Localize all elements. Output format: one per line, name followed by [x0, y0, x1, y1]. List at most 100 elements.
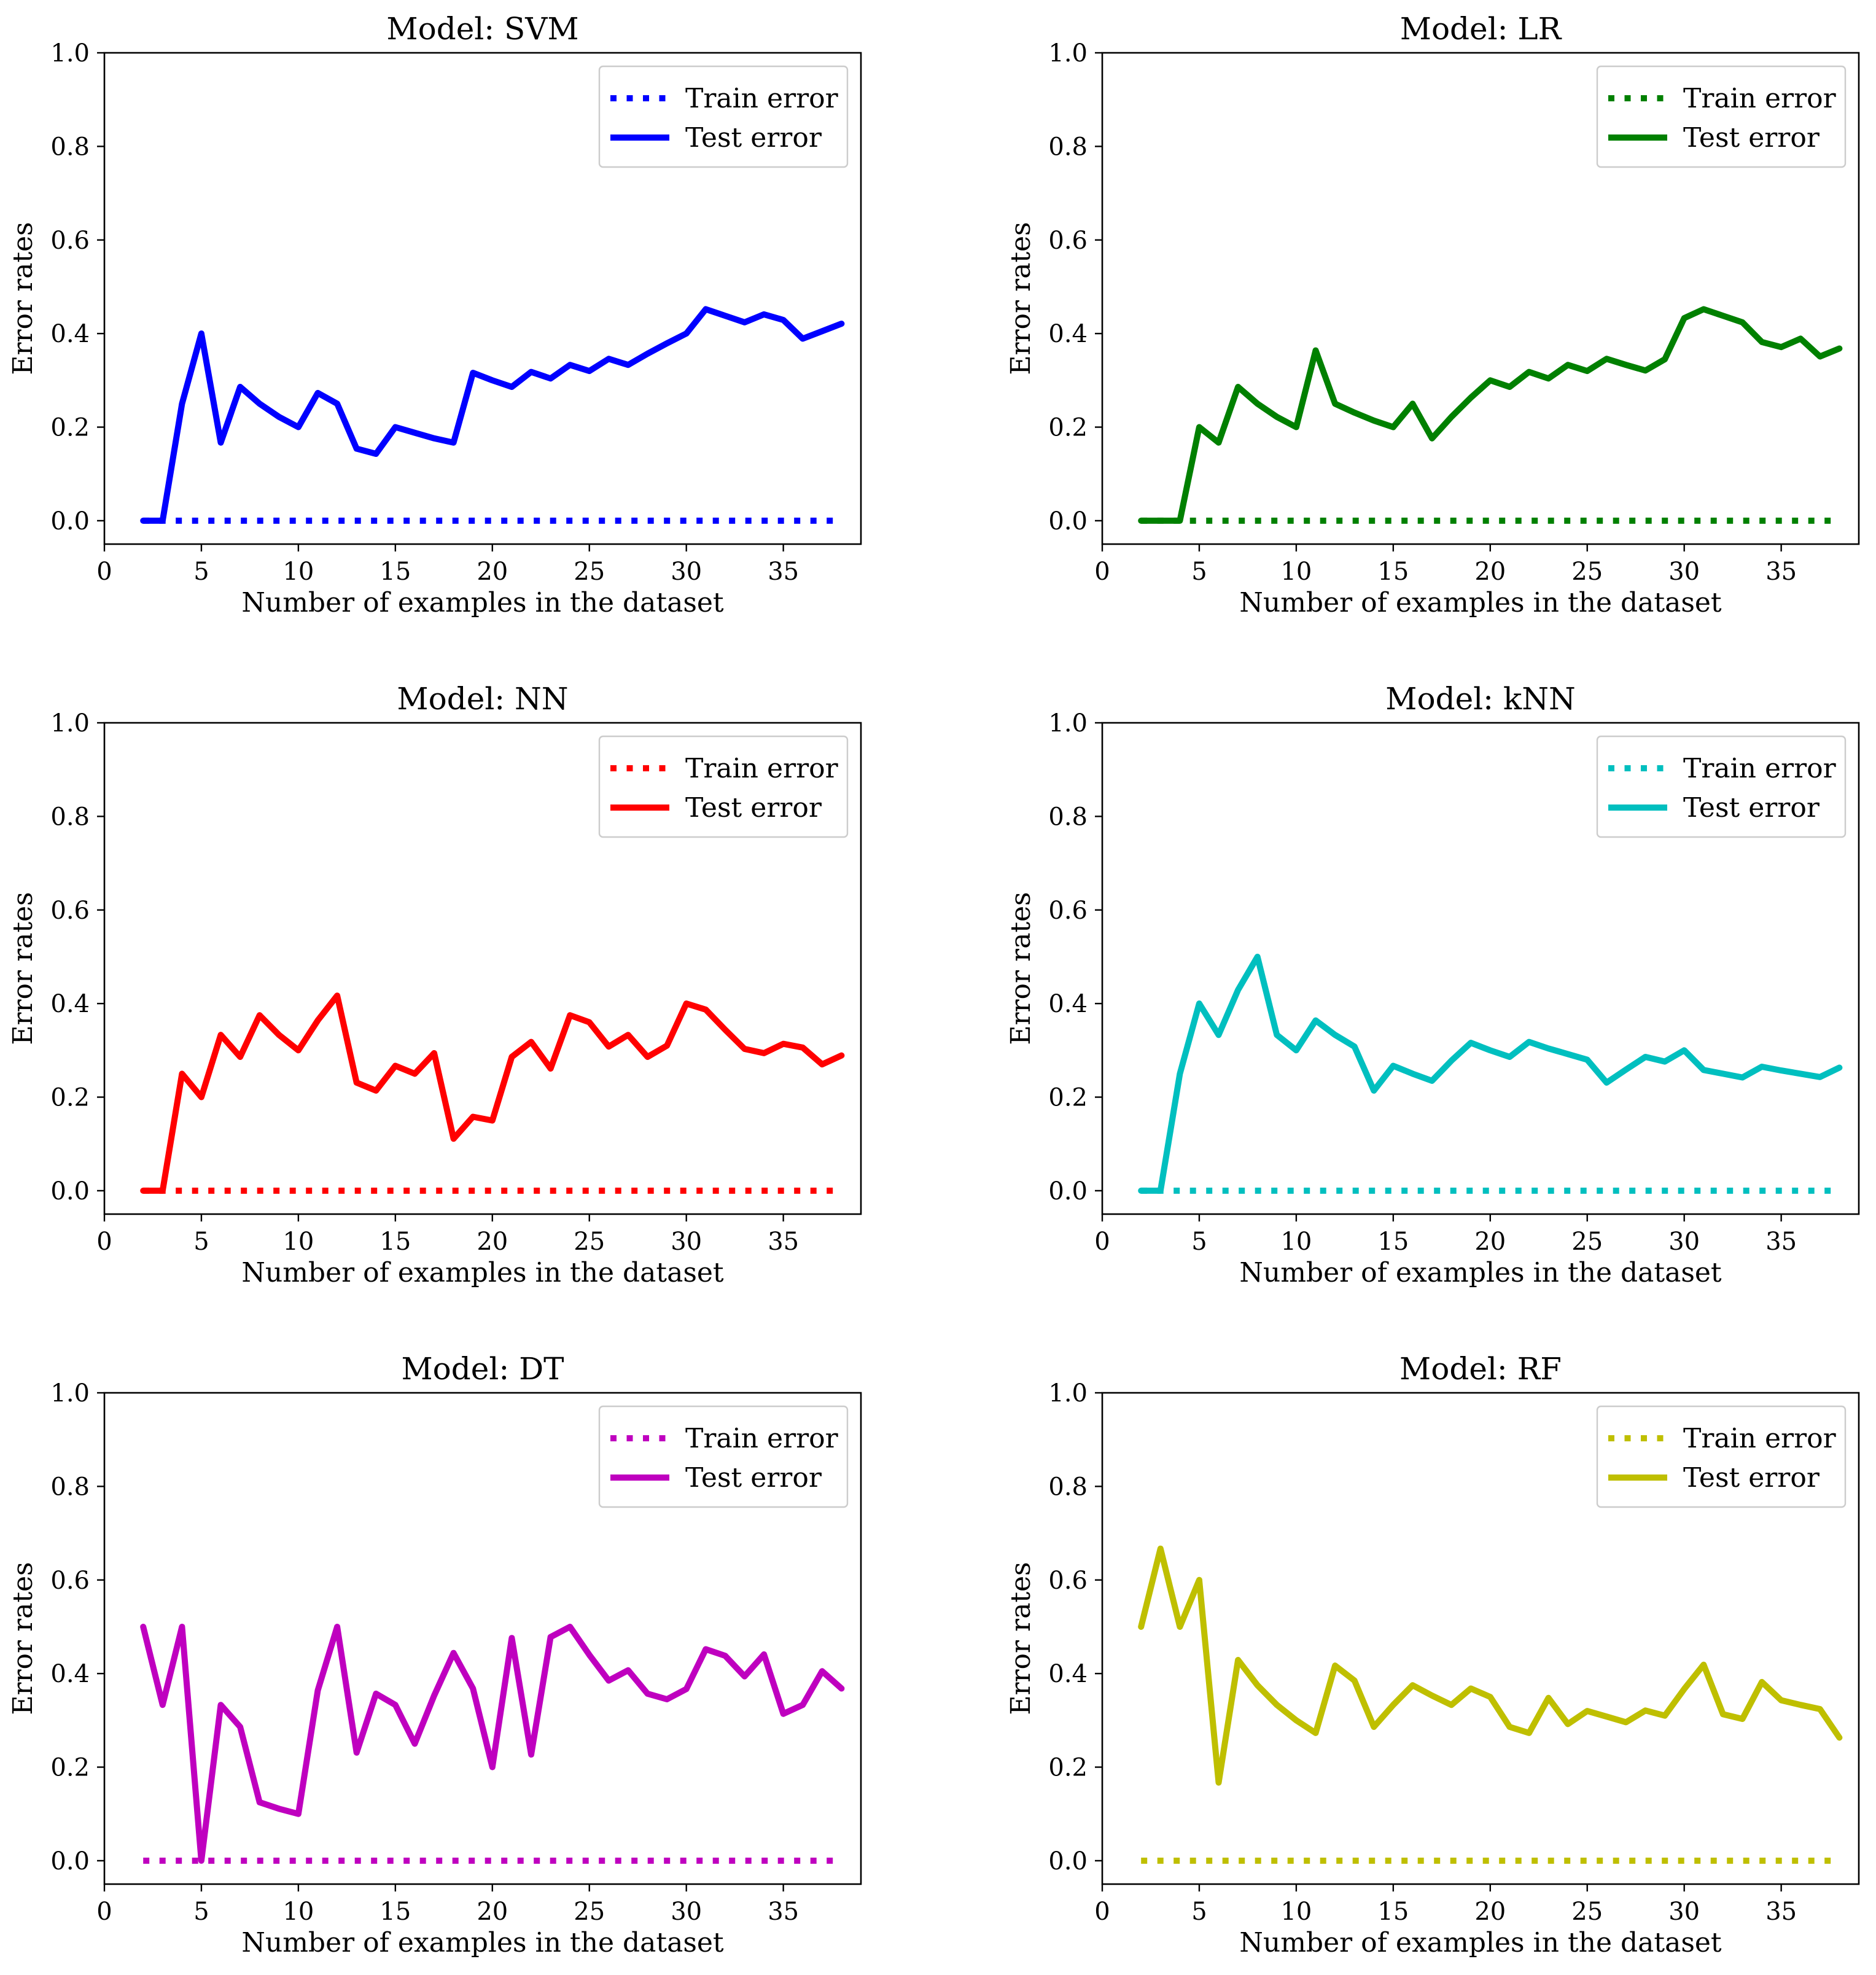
chart-panel-svm: Model: SVM 0 5 10 15 20 25 30 35 0.0 0.2 0.4 0.6 0.8 1… — [7, 11, 862, 618]
y-tick-label: 0.8 — [50, 1473, 90, 1501]
x-tick-label: 0 — [1094, 1898, 1110, 1926]
x-tick-label: 10 — [1280, 1898, 1312, 1926]
chart-panel-knn: Model: kNN 0 5 10 15 20 25 30 35 0.0 0.2 0.4 0.6 0.8 1… — [1005, 681, 1860, 1288]
x-tick-label: 15 — [379, 558, 411, 586]
x-tick-label: 5 — [193, 1228, 209, 1256]
x-tick-label: 10 — [282, 1228, 314, 1256]
legend-box — [598, 735, 849, 838]
legend-label: Train error — [685, 1423, 839, 1454]
x-tick-label: 15 — [1377, 1898, 1409, 1926]
x-tick-label: 20 — [1474, 558, 1506, 586]
y-axis-label: Error rates — [7, 892, 39, 1045]
axes-frame — [103, 722, 862, 1215]
y-tick-label: 0.4 — [50, 320, 90, 348]
x-tick-label: 0 — [96, 1898, 112, 1926]
x-tick-label: 5 — [1191, 1898, 1207, 1926]
x-tick-label: 25 — [574, 558, 605, 586]
x-tick-label: 25 — [1571, 1228, 1603, 1256]
y-tick-label: 0.8 — [50, 803, 90, 831]
y-tick-label: 0.0 — [1048, 1177, 1088, 1206]
x-axis-label: Number of examples in the dataset — [241, 1257, 724, 1288]
x-axis-label: Number of examples in the dataset — [1239, 1927, 1722, 1958]
legend-box — [1596, 735, 1847, 838]
y-tick-label: 0.2 — [50, 1754, 90, 1782]
test-error-series-line — [1138, 954, 1843, 1194]
x-tick-label: 10 — [282, 558, 314, 586]
y-tick-label: 0.0 — [50, 1847, 90, 1876]
x-tick-label: 0 — [1094, 558, 1110, 586]
x-axis-label: Number of examples in the dataset — [241, 587, 724, 618]
y-axis-label: Error rates — [1005, 892, 1037, 1045]
y-tick-label: 1.0 — [50, 709, 90, 738]
legend: Train error Test error — [598, 1405, 849, 1508]
y-tick-label: 1.0 — [50, 39, 90, 68]
y-axis-label: Error rates — [1005, 1562, 1037, 1715]
x-axis-label: Number of examples in the dataset — [1239, 1257, 1722, 1288]
x-tick-label: 30 — [671, 558, 702, 586]
test-error-series-line — [1138, 306, 1843, 524]
legend: Train error Test error — [1596, 735, 1847, 838]
legend-box — [1596, 1405, 1847, 1508]
x-tick-label: 30 — [1668, 1898, 1700, 1926]
y-tick-label: 1.0 — [1048, 709, 1088, 738]
x-tick-label: 5 — [1191, 1228, 1207, 1256]
x-tick-label: 0 — [96, 1228, 112, 1256]
x-tick-label: 20 — [1474, 1228, 1506, 1256]
y-tick-label: 0.6 — [50, 1567, 90, 1595]
x-tick-label: 30 — [1668, 558, 1700, 586]
legend-box — [1596, 65, 1847, 168]
legend-label: Test error — [1683, 792, 1820, 824]
y-tick-label: 0.6 — [1048, 1567, 1088, 1595]
x-tick-label: 10 — [1280, 1228, 1312, 1256]
y-tick-label: 0.8 — [1048, 133, 1088, 161]
chart-panel-nn: Model: NN 0 5 10 15 20 25 30 35 0.0 0.2 0.4 0.6 0.8 1.… — [7, 681, 862, 1288]
x-tick-label: 25 — [574, 1898, 605, 1926]
y-axis-label: Error rates — [7, 222, 39, 375]
y-tick-label: 0.6 — [50, 227, 90, 255]
chart-panel-dt: Model: DT 0 5 10 15 20 25 30 35 0.0 0.2 0.4 0.6 0.8 1.… — [7, 1351, 862, 1958]
chart-title: Model: RF — [1399, 1351, 1562, 1387]
y-tick-label: 0.4 — [1048, 990, 1088, 1018]
legend-label: Test error — [1683, 1462, 1820, 1494]
x-tick-label: 30 — [1668, 1228, 1700, 1256]
x-tick-label: 35 — [1765, 558, 1797, 586]
y-tick-label: 0.6 — [1048, 897, 1088, 925]
legend-label: Train error — [1683, 753, 1837, 784]
x-tick-label: 0 — [96, 558, 112, 586]
y-tick-label: 0.6 — [50, 897, 90, 925]
axes-frame — [103, 1392, 862, 1885]
chart-title: Model: SVM — [386, 11, 578, 47]
y-tick-label: 0.8 — [1048, 803, 1088, 831]
x-axis-label: Number of examples in the dataset — [1239, 587, 1722, 618]
axes-frame — [103, 52, 862, 545]
legend: Train error Test error — [1596, 65, 1847, 168]
x-tick-label: 25 — [574, 1228, 605, 1256]
x-tick-label: 15 — [379, 1228, 411, 1256]
legend-box — [598, 65, 849, 168]
x-tick-label: 20 — [477, 1228, 508, 1256]
x-tick-label: 5 — [193, 558, 209, 586]
y-tick-label: 0.2 — [50, 414, 90, 442]
x-tick-label: 35 — [1765, 1228, 1797, 1256]
y-axis-label: Error rates — [1005, 222, 1037, 375]
y-tick-label: 0.0 — [50, 1177, 90, 1206]
legend-label: Test error — [685, 1462, 822, 1494]
x-tick-label: 15 — [1377, 558, 1409, 586]
y-tick-label: 1.0 — [1048, 39, 1088, 68]
test-error-series-line — [140, 992, 845, 1194]
x-tick-label: 20 — [477, 558, 508, 586]
x-tick-label: 20 — [477, 1898, 508, 1926]
y-tick-label: 1.0 — [1048, 1379, 1088, 1408]
axes-frame — [1101, 1392, 1860, 1885]
x-tick-label: 15 — [379, 1898, 411, 1926]
legend: Train error Test error — [598, 735, 849, 838]
y-tick-label: 0.2 — [50, 1084, 90, 1112]
x-tick-label: 0 — [1094, 1228, 1110, 1256]
y-tick-label: 0.4 — [1048, 1660, 1088, 1688]
test-error-series-line — [140, 306, 845, 524]
axes-frame — [1101, 722, 1860, 1215]
y-tick-label: 0.8 — [50, 133, 90, 161]
legend-label: Train error — [685, 753, 839, 784]
chart-title: Model: LR — [1400, 11, 1562, 47]
x-tick-label: 10 — [282, 1898, 314, 1926]
